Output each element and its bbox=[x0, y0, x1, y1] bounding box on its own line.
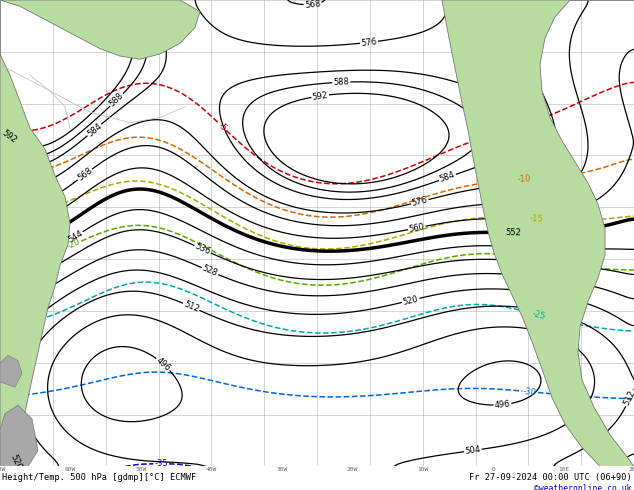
Text: 544: 544 bbox=[66, 228, 84, 245]
Text: 496: 496 bbox=[495, 399, 511, 410]
Polygon shape bbox=[442, 0, 634, 466]
Text: 40W: 40W bbox=[205, 467, 217, 472]
Text: 496: 496 bbox=[154, 356, 172, 373]
Text: 20E: 20E bbox=[628, 467, 634, 472]
Text: 10W: 10W bbox=[417, 467, 429, 472]
Text: 70W: 70W bbox=[0, 467, 6, 472]
Text: 528: 528 bbox=[201, 264, 219, 278]
Text: -5: -5 bbox=[217, 121, 229, 133]
Text: 592: 592 bbox=[312, 90, 328, 101]
Text: -10: -10 bbox=[517, 174, 531, 184]
Text: 568: 568 bbox=[75, 166, 94, 183]
Polygon shape bbox=[0, 0, 70, 466]
Text: 60W: 60W bbox=[65, 467, 76, 472]
Text: 520: 520 bbox=[8, 453, 23, 471]
Text: 30W: 30W bbox=[276, 467, 287, 472]
Text: 520: 520 bbox=[402, 294, 420, 307]
Text: -35: -35 bbox=[154, 459, 168, 468]
Polygon shape bbox=[0, 405, 38, 466]
Text: Fr 27-09-2024 00:00 UTC (06+90): Fr 27-09-2024 00:00 UTC (06+90) bbox=[469, 473, 632, 482]
Text: 592: 592 bbox=[0, 128, 18, 145]
Text: -30: -30 bbox=[523, 387, 537, 397]
Text: 504: 504 bbox=[465, 445, 481, 456]
Text: 50W: 50W bbox=[135, 467, 146, 472]
Text: 512: 512 bbox=[622, 389, 634, 407]
Text: 584: 584 bbox=[86, 122, 103, 139]
Text: 20W: 20W bbox=[347, 467, 358, 472]
Text: 536: 536 bbox=[193, 242, 212, 257]
Text: -20: -20 bbox=[66, 238, 82, 251]
Text: Height/Temp. 500 hPa [gdmp][°C] ECMWF: Height/Temp. 500 hPa [gdmp][°C] ECMWF bbox=[2, 473, 197, 482]
Text: 560: 560 bbox=[408, 222, 425, 234]
Text: ©weatheronline.co.uk: ©weatheronline.co.uk bbox=[534, 484, 632, 490]
Text: 588: 588 bbox=[108, 91, 126, 109]
Text: 512: 512 bbox=[182, 299, 200, 314]
Text: 552: 552 bbox=[505, 228, 521, 237]
Polygon shape bbox=[0, 355, 22, 387]
Polygon shape bbox=[0, 0, 200, 59]
Text: 576: 576 bbox=[411, 196, 429, 208]
Text: 568: 568 bbox=[304, 0, 321, 10]
Text: 588: 588 bbox=[333, 77, 349, 87]
Text: 584: 584 bbox=[439, 171, 456, 184]
Text: 576: 576 bbox=[361, 37, 377, 48]
Text: 0: 0 bbox=[491, 467, 495, 472]
Text: 10E: 10E bbox=[558, 467, 569, 472]
Text: -15: -15 bbox=[529, 214, 543, 223]
Text: -25: -25 bbox=[531, 309, 547, 321]
